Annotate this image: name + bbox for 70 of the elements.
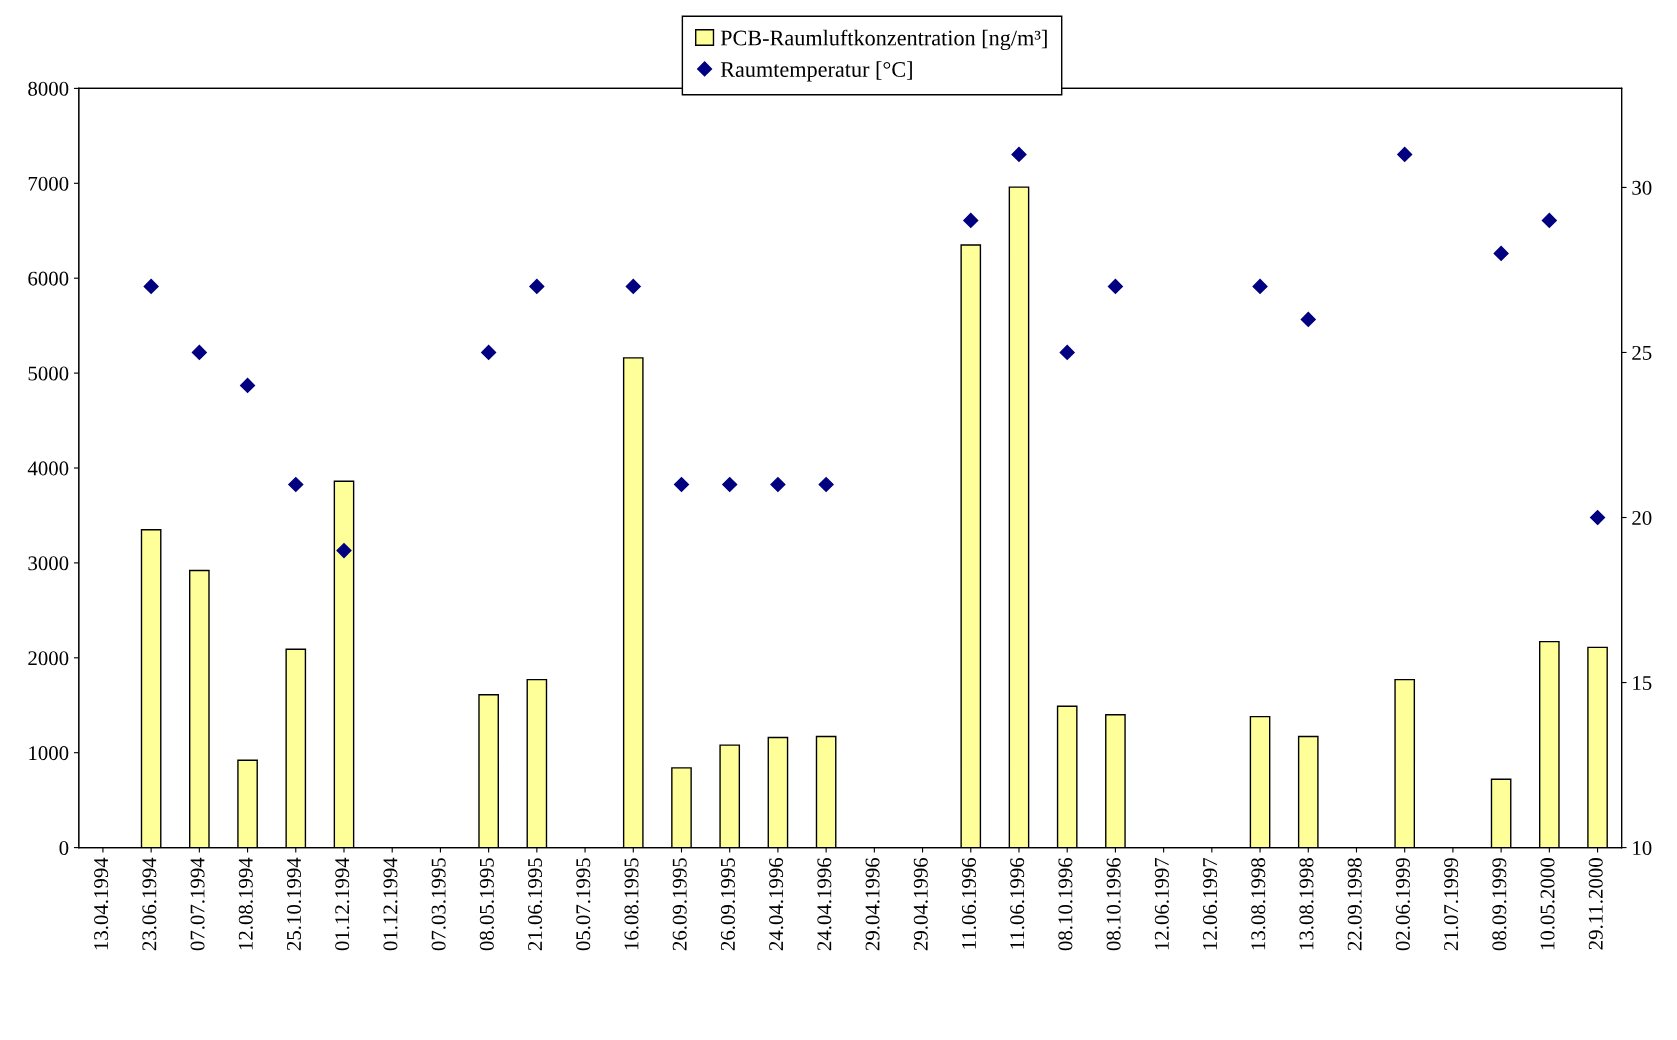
point	[288, 476, 304, 493]
y-tick-label: 2000	[28, 651, 69, 666]
point	[1059, 344, 1075, 361]
x-tick-label: 02.06.1999	[1395, 858, 1410, 951]
y-tick-label: 1000	[29, 746, 69, 761]
x-tick-label: 24.04.1996	[817, 857, 832, 951]
x-tick-label: 29.04.1996	[913, 857, 928, 951]
y-tick-label: 7000	[28, 176, 69, 191]
x-tick-label: 13.08.1998	[1251, 858, 1266, 950]
x-tick-label: 25.10.1994	[286, 857, 302, 951]
point	[818, 476, 834, 493]
point	[963, 212, 979, 229]
y2-tick-label: 15	[1633, 676, 1652, 690]
legend-label: Raumtemperatur [°C]	[720, 61, 912, 82]
point	[1252, 278, 1268, 295]
point	[1011, 146, 1027, 162]
point	[191, 344, 207, 361]
point	[673, 476, 690, 493]
x-tick-label: 12.06.1997	[1203, 857, 1218, 950]
y2-tick-label: 25	[1632, 345, 1652, 360]
point	[143, 278, 159, 295]
point	[722, 476, 738, 493]
point	[239, 377, 256, 394]
x-tick-label: 05.07.1995	[576, 858, 591, 951]
x-tick-label: 24.04.1996	[769, 857, 784, 951]
point	[1589, 509, 1606, 526]
y-tick-label: 3000	[28, 556, 69, 571]
point	[1493, 245, 1509, 262]
x-tick-label: 07.03.1995	[431, 858, 446, 951]
point	[1300, 311, 1316, 328]
x-tick-label: 26.09.1995	[672, 858, 687, 951]
legend-label: PCB-Raumluftkonzentration [ng/m³]	[720, 29, 1047, 51]
point	[1541, 212, 1557, 229]
x-tick-label: 22.09.1998	[1347, 858, 1362, 951]
y2-tick-label: 20	[1632, 510, 1652, 525]
x-tick-label: 11.06.1996	[961, 857, 977, 949]
y2-tick-label: 30	[1632, 180, 1652, 195]
point	[336, 542, 352, 559]
x-tick-label: 23.06.1994	[142, 857, 157, 951]
x-tick-label: 01.12.1994	[335, 857, 350, 951]
x-tick-label: 12.06.1997	[1154, 857, 1169, 950]
x-tick-label: 07.07.1994	[190, 857, 205, 951]
x-tick-label: 10.05.2000	[1540, 858, 1555, 950]
y-tick-label: 8000	[28, 81, 69, 96]
x-tick-label: 01.12.1994	[383, 857, 398, 951]
point	[529, 278, 545, 295]
x-tick-label: 29.11.2000	[1588, 858, 1603, 950]
x-tick-label: 08.10.1996	[1058, 857, 1073, 951]
y-tick-label: 6000	[28, 271, 69, 286]
y-tick-label: 4000	[27, 461, 69, 476]
y2-tick-label: 10	[1633, 840, 1652, 856]
x-tick-label: 21.06.1995	[528, 858, 543, 951]
x-tick-label: 12.08.1994	[238, 857, 253, 950]
point	[1107, 278, 1123, 295]
point	[481, 344, 497, 361]
x-tick-label: 29.04.1996	[865, 857, 880, 951]
point	[625, 278, 641, 295]
y-tick-label: 5000	[28, 366, 69, 381]
x-tick-label: 13.08.1998	[1299, 858, 1314, 950]
point	[1397, 146, 1413, 162]
x-tick-label: 11.06.1996	[1010, 857, 1025, 949]
x-tick-label: 26.09.1995	[720, 858, 736, 951]
x-tick-label: 16.08.1995	[624, 858, 639, 950]
x-tick-label: 21.07.1999	[1444, 858, 1459, 951]
x-tick-label: 13.04.1994	[94, 857, 109, 950]
x-tick-label: 08.09.1999	[1492, 858, 1507, 951]
x-tick-label: 08.10.1996	[1106, 857, 1121, 951]
y-tick-label: 0	[59, 840, 69, 856]
point	[770, 476, 786, 493]
x-tick-label: 08.05.1995	[479, 858, 494, 951]
